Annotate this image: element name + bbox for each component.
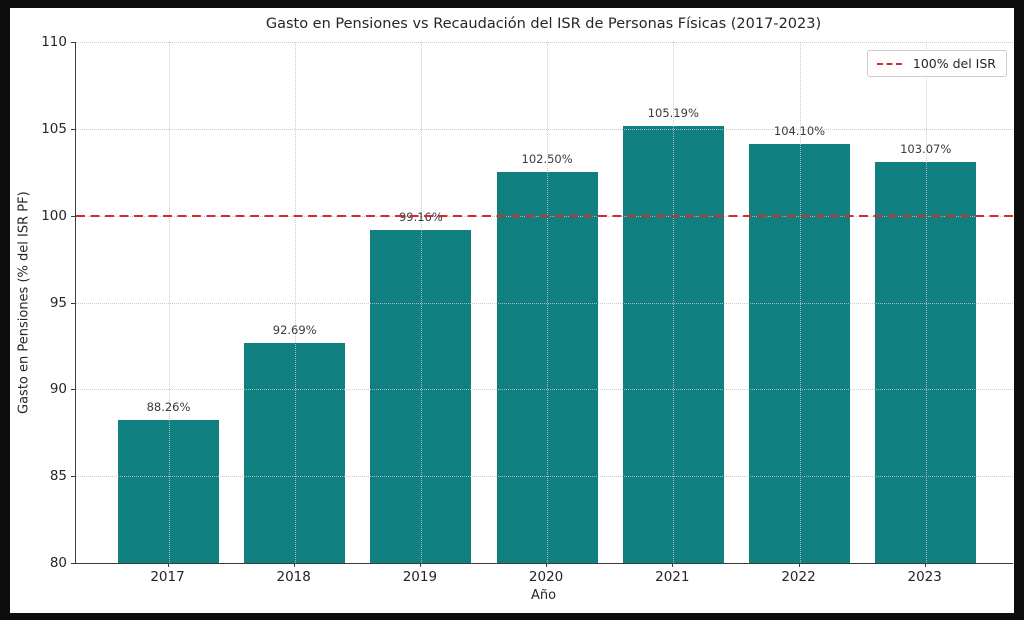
y-tick-mark — [71, 128, 75, 130]
legend-box: 100% del ISR — [866, 50, 1007, 77]
bar-value-label: 104.10% — [773, 124, 826, 139]
y-tick-mark — [71, 215, 75, 217]
x-tick-mark — [798, 563, 800, 567]
x-gridline — [294, 42, 296, 563]
y-gridline — [76, 389, 1013, 391]
y-gridline — [76, 302, 1013, 304]
x-tick-label: 2021 — [655, 569, 690, 585]
y-tick-label: 85 — [49, 468, 67, 485]
x-tick-label: 2018 — [276, 569, 311, 585]
x-tick-label: 2023 — [907, 569, 942, 585]
x-gridline — [925, 42, 927, 563]
y-gridline — [76, 42, 1013, 43]
y-tick-label: 105 — [41, 120, 67, 137]
legend-label: 100% del ISR — [912, 56, 996, 71]
x-tick-mark — [293, 563, 295, 567]
y-tick-mark — [71, 476, 75, 478]
x-gridline — [799, 42, 801, 563]
y-tick-mark — [71, 563, 75, 564]
bar-value-label: 99.16% — [398, 210, 443, 225]
x-tick-label: 2020 — [528, 569, 564, 585]
bar-value-label: 102.50% — [521, 152, 573, 167]
plot-area: 100% del ISR 88.26% 92.69% 99.16% 102.50% 10… — [75, 42, 1013, 564]
y-gridline — [76, 128, 1013, 130]
x-gridline — [168, 42, 170, 563]
bar-value-label: 103.07% — [900, 142, 952, 157]
bar-value-label: 92.69% — [272, 322, 317, 337]
x-axis-label: Año — [530, 588, 557, 603]
bar-value-label: 88.26% — [146, 399, 191, 414]
x-tick-mark — [167, 563, 169, 567]
figure-canvas: Gasto en Pensiones vs Recaudación del IS… — [10, 8, 1014, 613]
y-tick-label: 100 — [41, 207, 67, 224]
x-tick-label: 2017 — [150, 569, 185, 585]
x-tick-mark — [672, 563, 674, 567]
x-tick-mark — [419, 563, 421, 567]
y-tick-mark — [71, 42, 75, 43]
x-tick-mark — [546, 563, 548, 567]
x-gridline — [547, 42, 549, 563]
x-tick-mark — [924, 563, 926, 567]
x-tick-label: 2019 — [402, 569, 438, 585]
y-tick-label: 90 — [49, 381, 67, 398]
x-tick-label: 2022 — [781, 569, 816, 585]
y-tick-label: 95 — [49, 294, 67, 311]
reference-line-100pct — [76, 214, 1013, 217]
y-tick-mark — [71, 389, 75, 391]
x-gridline — [420, 42, 422, 563]
y-tick-label: 110 — [41, 34, 67, 50]
y-gridline — [76, 476, 1013, 478]
chart-title: Gasto en Pensiones vs Recaudación del IS… — [265, 16, 822, 32]
dashed-line-legend-icon — [876, 62, 904, 65]
y-tick-mark — [71, 302, 75, 304]
y-tick-label: 80 — [49, 555, 67, 571]
x-gridline — [673, 42, 675, 563]
bar-value-label: 105.19% — [647, 105, 699, 120]
